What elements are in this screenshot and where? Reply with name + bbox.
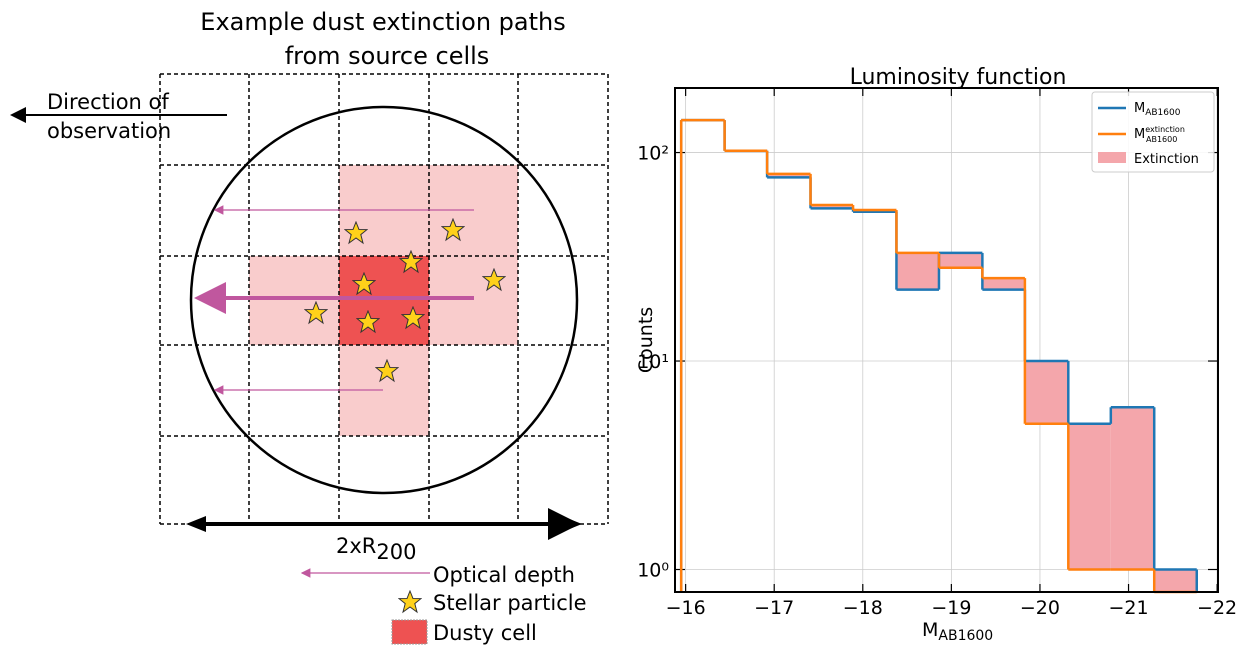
extinction-fill: [896, 252, 939, 290]
legend-label: Dusty cell: [433, 621, 537, 645]
diagram-title: from source cells: [285, 42, 490, 70]
x-tick-label: −18: [843, 597, 883, 619]
x-tick-label: −22: [1197, 597, 1237, 619]
x-tick-label: −17: [754, 597, 794, 619]
x-tick-label: −19: [931, 597, 971, 619]
legend-label-part: M: [1134, 101, 1145, 116]
legend-label-part: AB1600: [1145, 108, 1181, 118]
extinction-fill: [1024, 361, 1069, 424]
arrow-head: [562, 516, 582, 532]
direction-label: Direction of: [47, 90, 169, 114]
r200-circle: [189, 105, 579, 495]
x-axis-label: MAB1600: [922, 619, 993, 644]
direction-label: observation: [47, 119, 171, 143]
legend-label: Stellar particle: [433, 591, 587, 615]
y-tick-label: 10⁰: [637, 560, 669, 582]
x-tick-label: −21: [1108, 597, 1148, 619]
extinction-fill: [938, 252, 983, 268]
legend-label-part: AB1600: [1146, 135, 1177, 144]
legend-label: Mextinction AB1600: [1134, 125, 1185, 144]
x-tick-label: −16: [666, 597, 706, 619]
legend-swatch: [1098, 152, 1126, 163]
extinction-fill: [1110, 407, 1155, 570]
extinction-fill: [767, 173, 811, 178]
extinction-fill: [810, 205, 854, 209]
legend-label: Extinction: [1134, 152, 1199, 167]
legend-label-part: M: [1134, 127, 1145, 142]
diagram: Example dust extinction paths from sourc…: [10, 8, 609, 645]
diagram-title: Example dust extinction paths: [200, 8, 565, 36]
extinction-fill: [1154, 569, 1197, 592]
y-tick-label: 10²: [637, 143, 669, 165]
x-tick-label: −20: [1020, 597, 1060, 619]
y-axis-label: Counts: [635, 307, 657, 373]
chart: Luminosity function Counts MAB1600 −16 −1…: [635, 65, 1237, 644]
dusty-cell: [339, 256, 429, 345]
legend-cell: [391, 619, 428, 645]
scale-label: 2xR200: [336, 534, 416, 564]
legend-star: [398, 590, 422, 613]
extinction-fill: [982, 278, 1025, 290]
legend-label-part: extinction: [1145, 125, 1185, 134]
legend-label: Optical depth: [433, 563, 575, 587]
extinction-fill: [1068, 423, 1111, 570]
y-tick-label: 10¹: [637, 351, 669, 373]
axes-frame: [674, 87, 1219, 593]
chart-title: Luminosity function: [850, 65, 1067, 90]
arrow-head: [186, 516, 206, 532]
legend-label: MAB1600: [1134, 101, 1181, 118]
